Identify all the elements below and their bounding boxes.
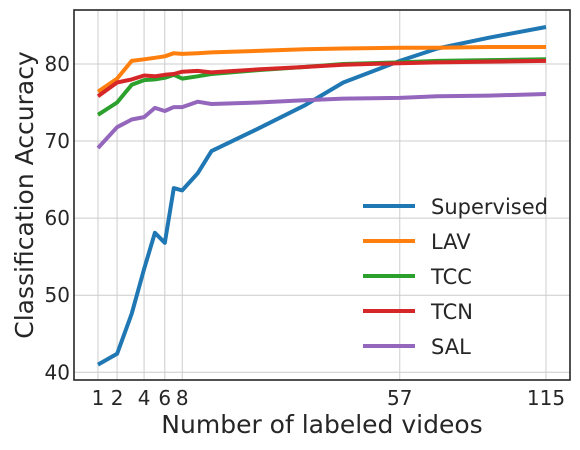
series-line-supervised xyxy=(97,25,547,367)
x-tick-label: 4 xyxy=(138,386,151,410)
y-tick-label: 80 xyxy=(45,52,70,76)
x-tick-label: 6 xyxy=(158,386,171,410)
x-tick-label: 8 xyxy=(176,386,189,410)
series-lines xyxy=(96,25,547,367)
y-axis-ticks: 40 50 60 70 80 xyxy=(45,52,70,384)
legend: Supervised LAV TCC TCN SAL xyxy=(363,195,548,359)
legend-label-lav: LAV xyxy=(431,230,471,254)
plot-area-frame xyxy=(73,9,571,381)
x-tick-label: 1 xyxy=(92,386,105,410)
legend-label-tcc: TCC xyxy=(430,265,472,289)
series-line-sal xyxy=(96,92,547,150)
x-axis-title: Number of labeled videos xyxy=(161,410,482,439)
y-tick-label: 40 xyxy=(45,360,70,384)
x-tick-label: 2 xyxy=(111,386,124,410)
x-tick-label: 115 xyxy=(527,386,565,410)
legend-label-tcn: TCN xyxy=(430,300,473,324)
x-tick-label: 57 xyxy=(387,386,412,410)
y-tick-label: 60 xyxy=(45,206,70,230)
series-line-tcn xyxy=(96,58,547,98)
legend-label-supervised: Supervised xyxy=(431,195,548,219)
legend-label-sal: SAL xyxy=(431,335,471,359)
y-tick-label: 50 xyxy=(45,283,70,307)
x-axis-ticks: 1 2 4 6 8 57 115 xyxy=(92,386,565,410)
series-line-lav xyxy=(96,45,546,94)
y-axis-title: Classification Accuracy xyxy=(10,51,39,339)
grid xyxy=(74,10,570,380)
y-tick-label: 70 xyxy=(45,129,70,153)
